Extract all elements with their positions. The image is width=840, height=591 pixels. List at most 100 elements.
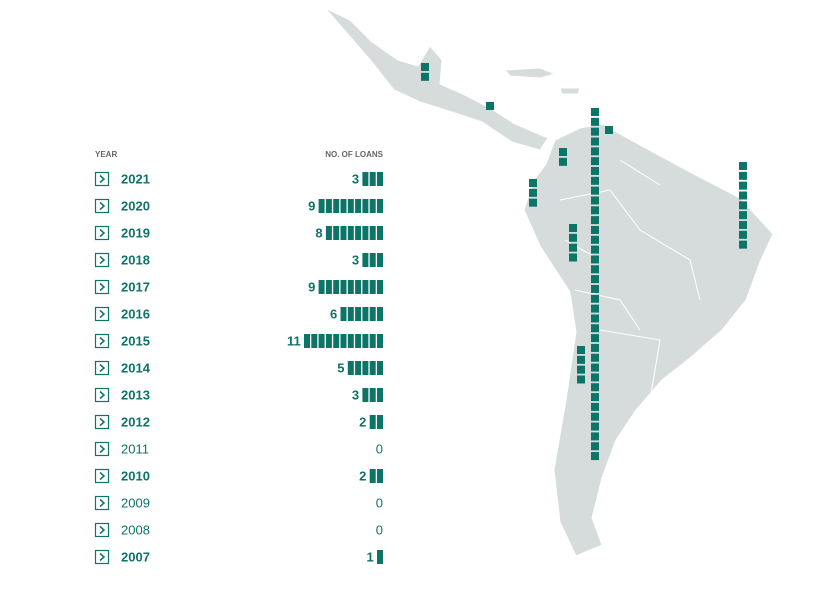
loan-count: 3 [352,387,359,402]
expand-button[interactable] [94,279,110,295]
chevron-box[interactable] [94,441,110,457]
chevron-box[interactable] [94,495,110,511]
chevron[interactable] [99,309,106,319]
marker-square [569,233,577,242]
marker-square [591,294,599,303]
marker-square [739,220,747,229]
map-marker [529,179,537,207]
marker-square [569,224,577,232]
loan-square [355,361,362,375]
expand-button[interactable] [94,333,110,349]
marker-square [591,265,599,274]
loan-square [347,226,354,240]
marker-square [591,216,599,225]
marker-square [605,126,613,134]
chevron-box[interactable] [94,225,110,241]
map-marker [591,108,599,461]
loan-square [362,253,369,267]
chevron-box[interactable] [94,252,110,268]
loan-square [377,307,383,321]
loan-count: 0 [376,441,383,456]
loan-square [355,334,362,348]
chevron[interactable] [99,444,106,454]
marker-square [591,442,599,451]
expand-button[interactable] [94,306,110,322]
chevron[interactable] [99,255,106,265]
map-north-america [324,7,549,151]
chevron-box[interactable] [94,198,110,214]
loan-bar [362,172,383,186]
loan-count: 8 [315,225,322,240]
loan-count: 1 [366,549,373,564]
expand-button[interactable] [94,522,110,538]
chevron[interactable] [99,363,106,373]
expand-button[interactable] [94,468,110,484]
chevron[interactable] [99,471,106,481]
year-label: 2008 [121,522,150,537]
marker-square [591,245,599,254]
loan-count: 5 [337,360,344,375]
col-header: NO. OF LOANS [325,150,383,159]
loan-square [333,334,340,348]
marker-square [591,314,599,323]
year-label: 2011 [121,441,149,456]
loan-square [377,334,383,348]
loan-square [340,307,347,321]
expand-button[interactable] [94,387,110,403]
loan-square [311,334,318,348]
marker-square [591,225,599,234]
marker-square [569,243,577,252]
chevron-box[interactable] [94,279,110,295]
expand-button[interactable] [94,171,110,187]
chevron-box[interactable] [94,549,110,565]
expand-button[interactable] [94,414,110,430]
chevron-box[interactable] [94,306,110,322]
loan-square [377,469,383,483]
map-marker [739,162,747,249]
expand-button[interactable] [94,549,110,565]
marker-square [739,181,747,190]
chevron-box[interactable] [94,360,110,376]
chevron[interactable] [99,417,106,427]
marker-square [591,422,599,431]
loan-square [377,172,383,186]
chevron[interactable] [99,552,106,562]
loan-square [347,199,354,213]
loan-count: 11 [287,333,301,348]
chevron[interactable] [99,498,106,508]
loan-square [362,388,369,402]
marker-square [591,275,599,284]
chevron[interactable] [99,390,106,400]
expand-button[interactable] [94,252,110,268]
year-label: 2013 [121,387,150,402]
loan-square [377,361,383,375]
map-caribbean [503,67,581,95]
chevron-box[interactable] [94,468,110,484]
marker-square [529,198,537,207]
expand-button[interactable] [94,441,110,457]
chevron[interactable] [99,525,106,535]
chevron-box[interactable] [94,414,110,430]
chevron-box[interactable] [94,333,110,349]
year-label: 2007 [121,549,150,564]
chevron[interactable] [99,228,106,238]
chevron-box[interactable] [94,387,110,403]
chevron[interactable] [99,174,106,184]
chevron[interactable] [99,282,106,292]
expand-button[interactable] [94,360,110,376]
loan-square [362,172,369,186]
loan-square [355,280,362,294]
expand-button[interactable] [94,495,110,511]
loan-count: 9 [308,279,315,294]
chevron[interactable] [99,336,106,346]
loan-square [347,307,354,321]
loan-square [377,415,383,429]
loan-square [333,199,340,213]
expand-button[interactable] [94,198,110,214]
chevron[interactable] [99,201,106,211]
expand-button[interactable] [94,225,110,241]
chevron-box[interactable] [94,171,110,187]
map-marker [577,346,585,384]
loan-square [333,226,340,240]
chevron-box[interactable] [94,522,110,538]
